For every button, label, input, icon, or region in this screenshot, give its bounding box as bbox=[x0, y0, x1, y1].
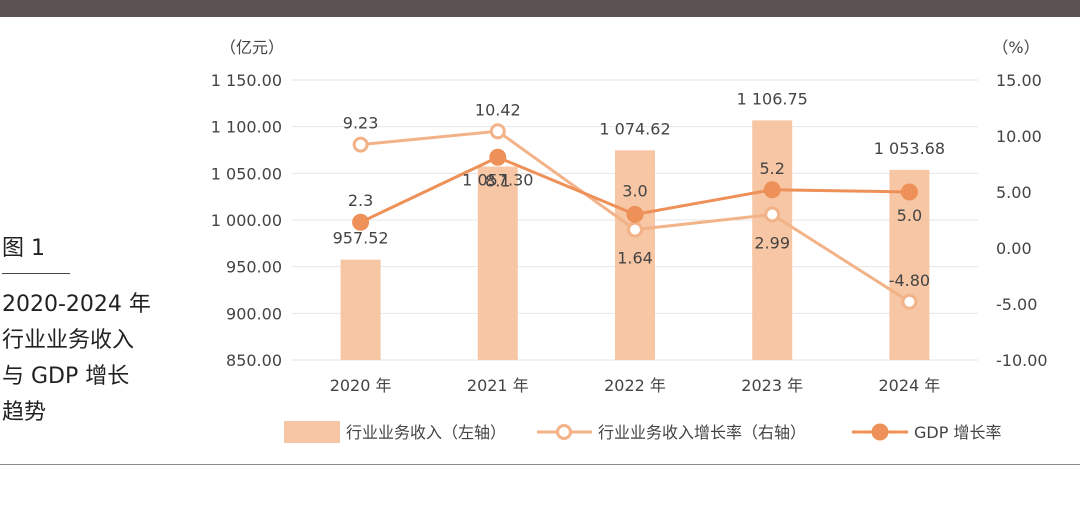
left-tick-label: 900.00 bbox=[226, 304, 282, 323]
right-tick-label: -5.00 bbox=[996, 295, 1037, 314]
right-tick-label: 0.00 bbox=[996, 239, 1032, 258]
figure-title-line-2: 行业业务收入 bbox=[2, 328, 135, 353]
figure-title-line-1: 2020-2024 年 bbox=[2, 292, 151, 317]
bar bbox=[340, 259, 381, 360]
gdp-growth-label: 2.3 bbox=[348, 191, 373, 210]
legend-bar-label: 行业业务收入（左轴） bbox=[346, 423, 506, 442]
industry-growth-point bbox=[764, 206, 781, 223]
figure-title: 2020-2024 年 行业业务收入 与 GDP 增长 趋势 bbox=[2, 287, 151, 431]
industry-growth-point bbox=[352, 136, 369, 153]
gdp-growth-label: 5.2 bbox=[759, 159, 784, 178]
bar bbox=[615, 150, 655, 360]
right-tick-label: 10.00 bbox=[996, 127, 1042, 146]
left-axis-unit: （亿元） bbox=[220, 38, 284, 57]
legend-growth-label: 行业业务收入增长率（右轴） bbox=[598, 423, 806, 442]
industry-growth-label: 10.42 bbox=[475, 100, 521, 119]
right-tick-label: 5.00 bbox=[996, 183, 1032, 202]
bar bbox=[752, 120, 793, 360]
left-tick-label: 1 000.00 bbox=[211, 211, 282, 230]
left-tick-label: 1 100.00 bbox=[211, 118, 282, 137]
bar-value-label: 1 074.62 bbox=[599, 119, 670, 138]
figure-divider bbox=[2, 273, 70, 274]
x-tick-label: 2022 年 bbox=[604, 376, 666, 395]
legend-bar-swatch bbox=[284, 421, 340, 443]
industry-growth-point bbox=[901, 293, 918, 310]
gdp-growth-point bbox=[489, 148, 507, 166]
gdp-growth-label: 3.0 bbox=[622, 181, 647, 200]
left-tick-label: 950.00 bbox=[226, 258, 282, 277]
figure-title-line-3: 与 GDP 增长 bbox=[2, 364, 130, 389]
industry-growth-label: 1.64 bbox=[617, 249, 653, 268]
bar bbox=[889, 169, 930, 360]
x-tick-label: 2021 年 bbox=[467, 376, 529, 395]
bar bbox=[477, 166, 518, 360]
legend-gdp-label: GDP 增长率 bbox=[914, 423, 1001, 442]
right-axis-unit: （%） bbox=[992, 38, 1039, 57]
bar-value-label: 957.52 bbox=[333, 229, 389, 248]
gdp-growth-point bbox=[626, 205, 644, 223]
bar-value-label: 1 106.75 bbox=[737, 89, 808, 108]
gdp-growth-point bbox=[763, 181, 781, 199]
left-tick-label: 850.00 bbox=[226, 351, 282, 370]
gdp-growth-label: 8.1 bbox=[485, 171, 510, 190]
industry-growth-label: 2.99 bbox=[754, 234, 790, 253]
right-tick-label: -10.00 bbox=[996, 351, 1048, 370]
bottom-divider bbox=[0, 464, 1080, 465]
industry-growth-label: -4.80 bbox=[889, 271, 930, 290]
left-tick-label: 1 050.00 bbox=[211, 164, 282, 183]
gdp-growth-label: 5.0 bbox=[897, 206, 922, 225]
legend-growth-marker bbox=[556, 424, 572, 440]
x-tick-label: 2024 年 bbox=[878, 376, 940, 395]
industry-growth-point bbox=[489, 123, 506, 140]
gdp-growth-point bbox=[352, 213, 370, 231]
bar-value-label: 1 053.68 bbox=[874, 139, 945, 158]
right-tick-label: 15.00 bbox=[996, 71, 1042, 90]
figure-label: 图 1 bbox=[2, 236, 45, 261]
industry-growth-point bbox=[627, 221, 643, 238]
industry-growth-label: 9.23 bbox=[343, 114, 379, 133]
x-tick-label: 2020 年 bbox=[330, 376, 392, 395]
figure-title-line-4: 趋势 bbox=[2, 400, 47, 425]
left-tick-label: 1 150.00 bbox=[211, 71, 282, 90]
x-tick-label: 2023 年 bbox=[741, 376, 803, 395]
gdp-growth-point bbox=[900, 183, 918, 201]
legend-gdp-marker bbox=[871, 423, 889, 441]
bar-value-label: 1 057.30 bbox=[462, 171, 533, 190]
top-bar bbox=[0, 0, 1080, 17]
